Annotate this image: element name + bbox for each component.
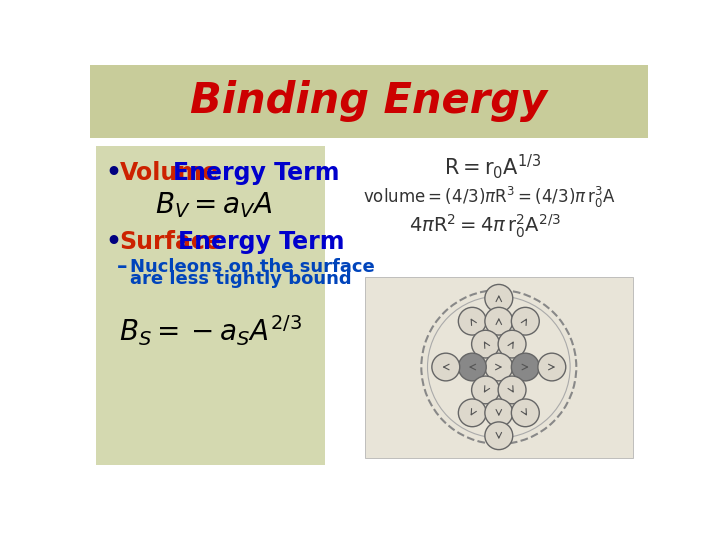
Text: $B_V = a_V A$: $B_V = a_V A$ [156, 190, 273, 220]
Circle shape [472, 376, 500, 404]
Circle shape [432, 353, 460, 381]
Text: Binding Energy: Binding Energy [190, 80, 548, 123]
FancyBboxPatch shape [96, 146, 325, 465]
Text: Surface: Surface [120, 230, 221, 254]
Circle shape [485, 353, 513, 381]
Text: Nucleons on the surface: Nucleons on the surface [130, 258, 375, 275]
Text: Energy Term: Energy Term [178, 230, 344, 254]
Text: are less tightly bound: are less tightly bound [130, 270, 352, 288]
Circle shape [538, 353, 566, 381]
Text: Volume: Volume [120, 160, 218, 185]
Circle shape [485, 307, 513, 335]
Circle shape [485, 422, 513, 450]
Circle shape [511, 399, 539, 427]
Text: •: • [106, 230, 122, 254]
Circle shape [459, 399, 486, 427]
Text: –: – [117, 256, 127, 276]
Text: $B_S = -a_S A^{2/3}$: $B_S = -a_S A^{2/3}$ [119, 313, 302, 348]
Circle shape [459, 307, 486, 335]
FancyBboxPatch shape [365, 276, 632, 457]
Circle shape [498, 376, 526, 404]
FancyBboxPatch shape [90, 65, 648, 138]
Circle shape [511, 353, 539, 381]
Circle shape [472, 330, 500, 358]
Text: $4\pi \mathrm{R}^2 = 4\pi\,\mathrm{r}_0^2\mathrm{A}^{2/3}$: $4\pi \mathrm{R}^2 = 4\pi\,\mathrm{r}_0^… [409, 213, 562, 240]
Circle shape [498, 330, 526, 358]
Text: $\mathrm{volume} = (4/3)\pi \mathrm{R}^3 = (4/3)\pi\,\mathrm{r}_0^3\mathrm{A}$: $\mathrm{volume} = (4/3)\pi \mathrm{R}^3… [363, 185, 616, 210]
Circle shape [459, 353, 486, 381]
Text: Energy Term: Energy Term [173, 160, 339, 185]
Circle shape [485, 399, 513, 427]
Text: •: • [106, 160, 122, 185]
Circle shape [485, 285, 513, 312]
Circle shape [511, 307, 539, 335]
Text: $\mathrm{R} = \mathrm{r}_0\mathrm{A}^{1/3}$: $\mathrm{R} = \mathrm{r}_0\mathrm{A}^{1/… [444, 152, 541, 181]
